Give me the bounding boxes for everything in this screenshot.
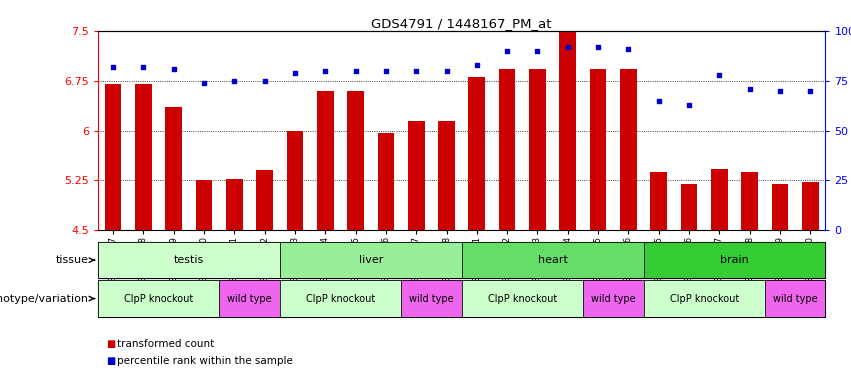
- Text: ClpP knockout: ClpP knockout: [488, 293, 557, 304]
- FancyBboxPatch shape: [765, 280, 825, 317]
- Bar: [681, 184, 697, 230]
- Text: wild type: wild type: [773, 293, 818, 304]
- Point: [288, 70, 302, 76]
- Point: [621, 46, 635, 52]
- FancyBboxPatch shape: [98, 242, 280, 278]
- Text: testis: testis: [174, 255, 204, 265]
- Bar: [165, 107, 182, 230]
- Point: [470, 61, 483, 68]
- FancyBboxPatch shape: [220, 280, 280, 317]
- Point: [712, 71, 726, 78]
- Text: ■: ■: [106, 356, 116, 366]
- Point: [197, 79, 211, 86]
- Bar: [499, 69, 516, 230]
- Point: [440, 68, 454, 74]
- Title: GDS4791 / 1448167_PM_at: GDS4791 / 1448167_PM_at: [371, 17, 552, 30]
- Bar: [408, 121, 425, 230]
- Bar: [529, 69, 545, 230]
- Text: ClpP knockout: ClpP knockout: [670, 293, 739, 304]
- Bar: [711, 169, 728, 230]
- Bar: [590, 69, 607, 230]
- Bar: [135, 84, 151, 230]
- Text: wild type: wild type: [227, 293, 271, 304]
- Bar: [741, 172, 758, 230]
- Text: wild type: wild type: [409, 293, 454, 304]
- FancyBboxPatch shape: [643, 242, 825, 278]
- Text: ClpP knockout: ClpP knockout: [306, 293, 375, 304]
- Bar: [469, 77, 485, 230]
- FancyBboxPatch shape: [583, 280, 643, 317]
- Bar: [287, 131, 303, 230]
- Point: [500, 48, 514, 54]
- Text: genotype/variation: genotype/variation: [0, 293, 94, 304]
- Point: [803, 88, 817, 94]
- Bar: [378, 132, 394, 230]
- Bar: [226, 179, 243, 230]
- FancyBboxPatch shape: [280, 280, 401, 317]
- FancyBboxPatch shape: [98, 280, 220, 317]
- Bar: [256, 170, 273, 230]
- Point: [227, 78, 241, 84]
- Bar: [105, 84, 122, 230]
- Point: [136, 64, 150, 70]
- Bar: [347, 91, 364, 230]
- FancyBboxPatch shape: [461, 242, 643, 278]
- Point: [258, 78, 271, 84]
- Text: liver: liver: [358, 255, 383, 265]
- Point: [531, 48, 545, 54]
- FancyBboxPatch shape: [401, 280, 461, 317]
- Bar: [438, 121, 454, 230]
- Text: ClpP knockout: ClpP knockout: [124, 293, 193, 304]
- Point: [409, 68, 423, 74]
- Point: [349, 68, 363, 74]
- Point: [652, 98, 665, 104]
- Point: [743, 86, 757, 92]
- Point: [379, 68, 392, 74]
- Bar: [620, 69, 637, 230]
- Text: wild type: wild type: [591, 293, 636, 304]
- Bar: [317, 91, 334, 230]
- Text: heart: heart: [538, 255, 568, 265]
- Bar: [772, 184, 788, 230]
- Bar: [802, 182, 819, 230]
- Text: transformed count: transformed count: [117, 339, 214, 349]
- Bar: [559, 31, 576, 230]
- Bar: [196, 180, 212, 230]
- Point: [591, 44, 605, 50]
- Point: [106, 64, 120, 70]
- Text: percentile rank within the sample: percentile rank within the sample: [117, 356, 293, 366]
- Point: [561, 44, 574, 50]
- Bar: [650, 172, 667, 230]
- Point: [318, 68, 332, 74]
- Text: ■: ■: [106, 339, 116, 349]
- FancyBboxPatch shape: [280, 242, 461, 278]
- Point: [683, 101, 696, 108]
- Text: tissue: tissue: [56, 255, 94, 265]
- FancyBboxPatch shape: [461, 280, 583, 317]
- Point: [167, 66, 180, 72]
- Text: brain: brain: [720, 255, 749, 265]
- FancyBboxPatch shape: [643, 280, 765, 317]
- Point: [774, 88, 787, 94]
